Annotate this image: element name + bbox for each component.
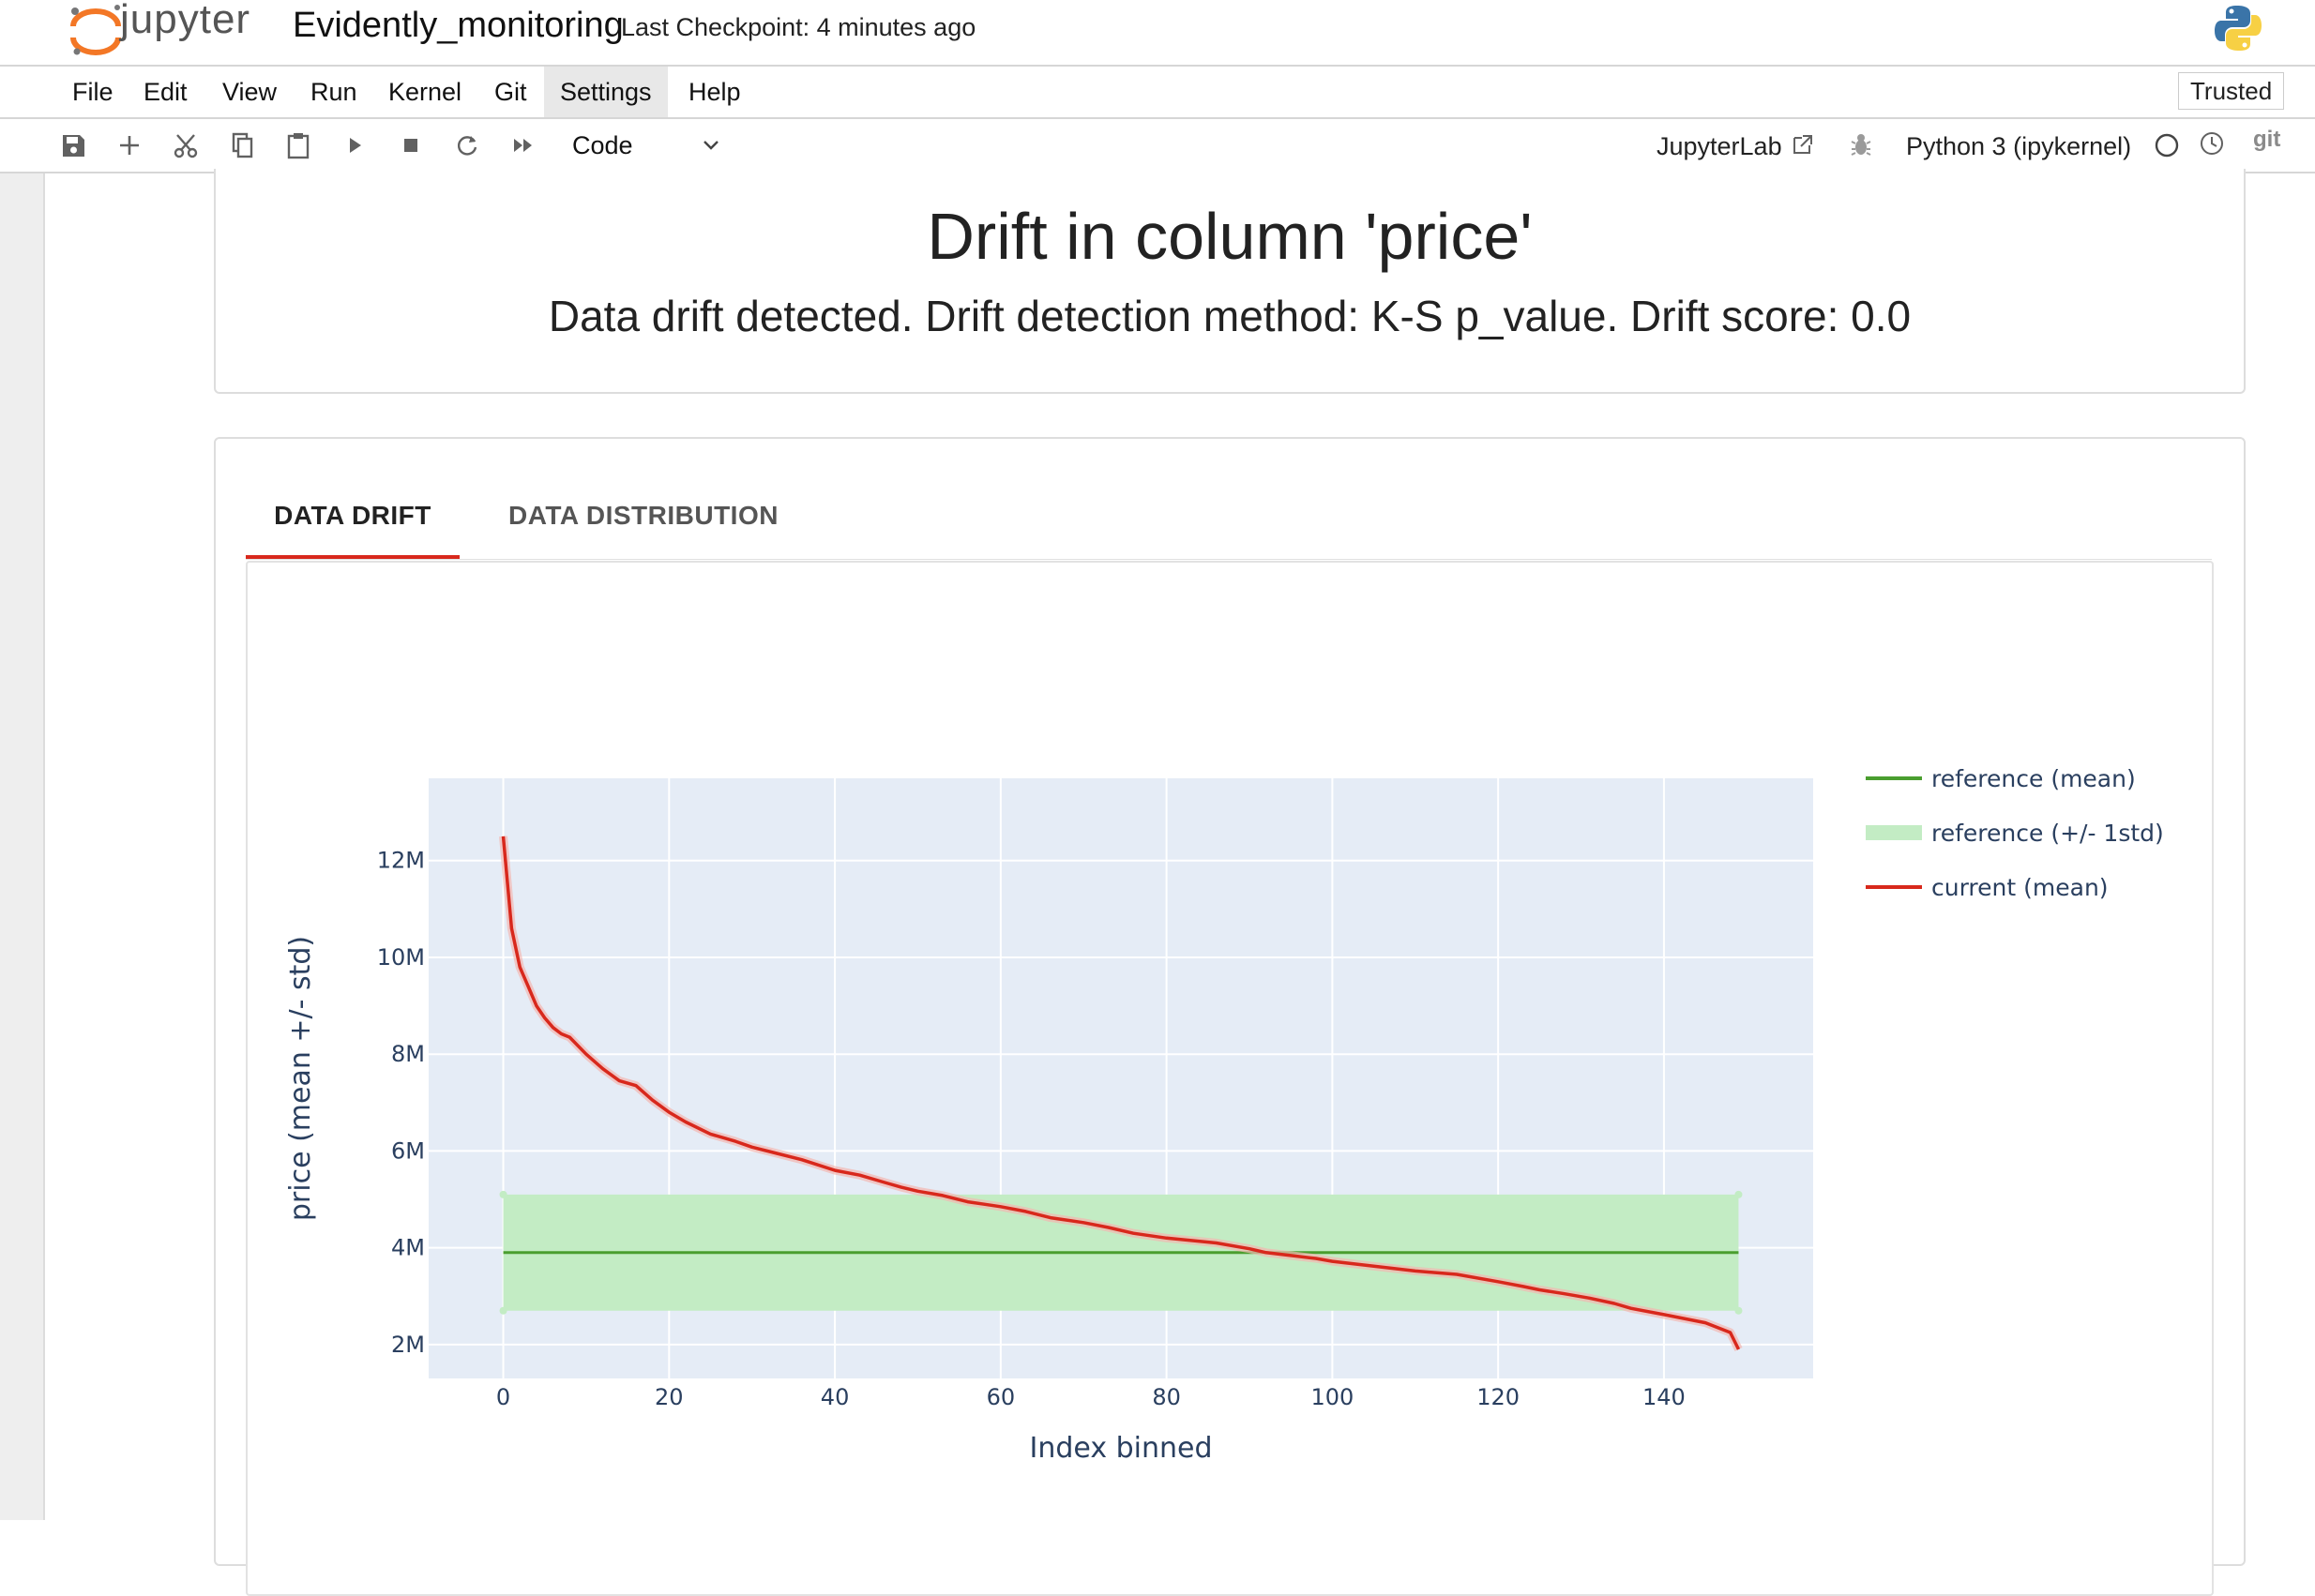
notebook-left-gutter xyxy=(0,173,43,1520)
copy-icon[interactable] xyxy=(225,128,259,162)
notebook-name[interactable]: Evidently_monitoring xyxy=(293,6,624,45)
y-axis-label: price (mean +/- std) xyxy=(284,936,317,1221)
tab-data-drift[interactable]: DATA DRIFT xyxy=(274,501,431,530)
tab-data-distribution[interactable]: DATA DISTRIBUTION xyxy=(508,501,779,530)
legend-label: current (mean) xyxy=(1931,874,2109,901)
band-corner-point xyxy=(1734,1306,1743,1315)
stop-icon[interactable] xyxy=(394,128,428,162)
external-link-icon xyxy=(1793,135,1813,154)
x-tick-label: 80 xyxy=(1152,1384,1181,1410)
y-tick-label: 2M xyxy=(391,1332,425,1358)
band-corner-point xyxy=(1734,1190,1743,1198)
debugger-bug-icon[interactable] xyxy=(1844,128,1878,162)
tick-labels: 0 20 40 60 80 100 120 140 2M 4M 6M 8M 10M 12M xyxy=(377,848,1686,1410)
tab-divider xyxy=(246,559,2212,560)
cell-type-select[interactable]: Code xyxy=(572,131,633,159)
x-axis-label: Index binned xyxy=(1029,1432,1212,1465)
paste-icon[interactable] xyxy=(281,128,315,162)
add-cell-icon[interactable] xyxy=(113,128,146,162)
band-corner-point xyxy=(499,1190,507,1198)
clock-icon[interactable] xyxy=(2195,128,2229,162)
menu-view[interactable]: View xyxy=(222,78,278,106)
open-in-jupyterlab-link[interactable]: JupyterLab xyxy=(1657,128,1817,164)
menu-run[interactable]: Run xyxy=(310,78,357,106)
drift-subtitle: Data drift detected. Drift detection met… xyxy=(548,292,1912,340)
drift-line-chart[interactable]: 0 20 40 60 80 100 120 140 2M 4M 6M 8M 10M 12M Index b… xyxy=(246,561,2210,1520)
kernel-idle-circle-icon xyxy=(2155,133,2179,158)
notebook-toolbar: Code JupyterLab Python 3 (ipykernel) git xyxy=(0,119,2315,173)
x-tick-label: 0 xyxy=(496,1384,510,1410)
legend-swatch-band xyxy=(1866,825,1922,840)
y-tick-label: 4M xyxy=(391,1235,425,1261)
menu-bar: File Edit View Run Kernel Git Settings H… xyxy=(0,67,2315,119)
active-tab-indicator xyxy=(246,555,460,559)
y-tick-label: 6M xyxy=(391,1137,425,1164)
x-tick-label: 40 xyxy=(821,1384,850,1410)
menu-help[interactable]: Help xyxy=(688,78,741,106)
run-all-icon[interactable] xyxy=(507,128,540,162)
legend-label: reference (mean) xyxy=(1931,765,2136,792)
gutter-divider xyxy=(43,173,45,1520)
legend-label: reference (+/- 1std) xyxy=(1931,820,2164,847)
y-tick-label: 10M xyxy=(377,944,425,971)
checkpoint-status: Last Checkpoint: 4 minutes ago xyxy=(621,13,976,41)
restart-icon[interactable] xyxy=(450,128,484,162)
y-tick-label: 12M xyxy=(377,848,425,874)
menu-file[interactable]: File xyxy=(72,78,113,106)
current-mean-line xyxy=(501,836,1741,1350)
run-icon[interactable] xyxy=(338,128,371,162)
chart-legend: reference (mean) reference (+/- 1std) curr… xyxy=(1866,765,2164,901)
trusted-badge[interactable]: Trusted xyxy=(2178,72,2285,110)
menu-edit[interactable]: Edit xyxy=(144,78,188,106)
x-tick-label: 120 xyxy=(1476,1384,1520,1410)
kernel-name[interactable]: Python 3 (ipykernel) xyxy=(1906,132,2132,160)
git-label[interactable]: git xyxy=(2253,127,2281,152)
x-tick-label: 140 xyxy=(1642,1384,1686,1410)
drift-title: Drift in column 'price' xyxy=(927,200,1533,273)
x-tick-label: 60 xyxy=(987,1384,1016,1410)
band-corner-point xyxy=(499,1306,507,1315)
jupyter-logo[interactable] xyxy=(66,0,272,58)
chevron-down-icon[interactable] xyxy=(694,128,728,162)
series-marks xyxy=(499,836,1743,1351)
x-tick-label: 100 xyxy=(1310,1384,1354,1410)
cut-icon[interactable] xyxy=(169,128,203,162)
drift-summary-card xyxy=(214,169,2246,394)
menu-settings[interactable]: Settings xyxy=(544,67,668,117)
save-icon[interactable] xyxy=(56,128,90,162)
menu-kernel[interactable]: Kernel xyxy=(388,78,462,106)
jupyterlab-label: JupyterLab xyxy=(1657,132,1782,160)
menu-git[interactable]: Git xyxy=(494,78,527,106)
jupyter-logo-text: jupyter xyxy=(120,0,251,42)
x-tick-label: 20 xyxy=(655,1384,684,1410)
python-logo-icon xyxy=(2215,6,2262,51)
notebook-header: jupyter Evidently_monitoring Last Checkp… xyxy=(0,0,2315,67)
y-tick-label: 8M xyxy=(391,1041,425,1067)
